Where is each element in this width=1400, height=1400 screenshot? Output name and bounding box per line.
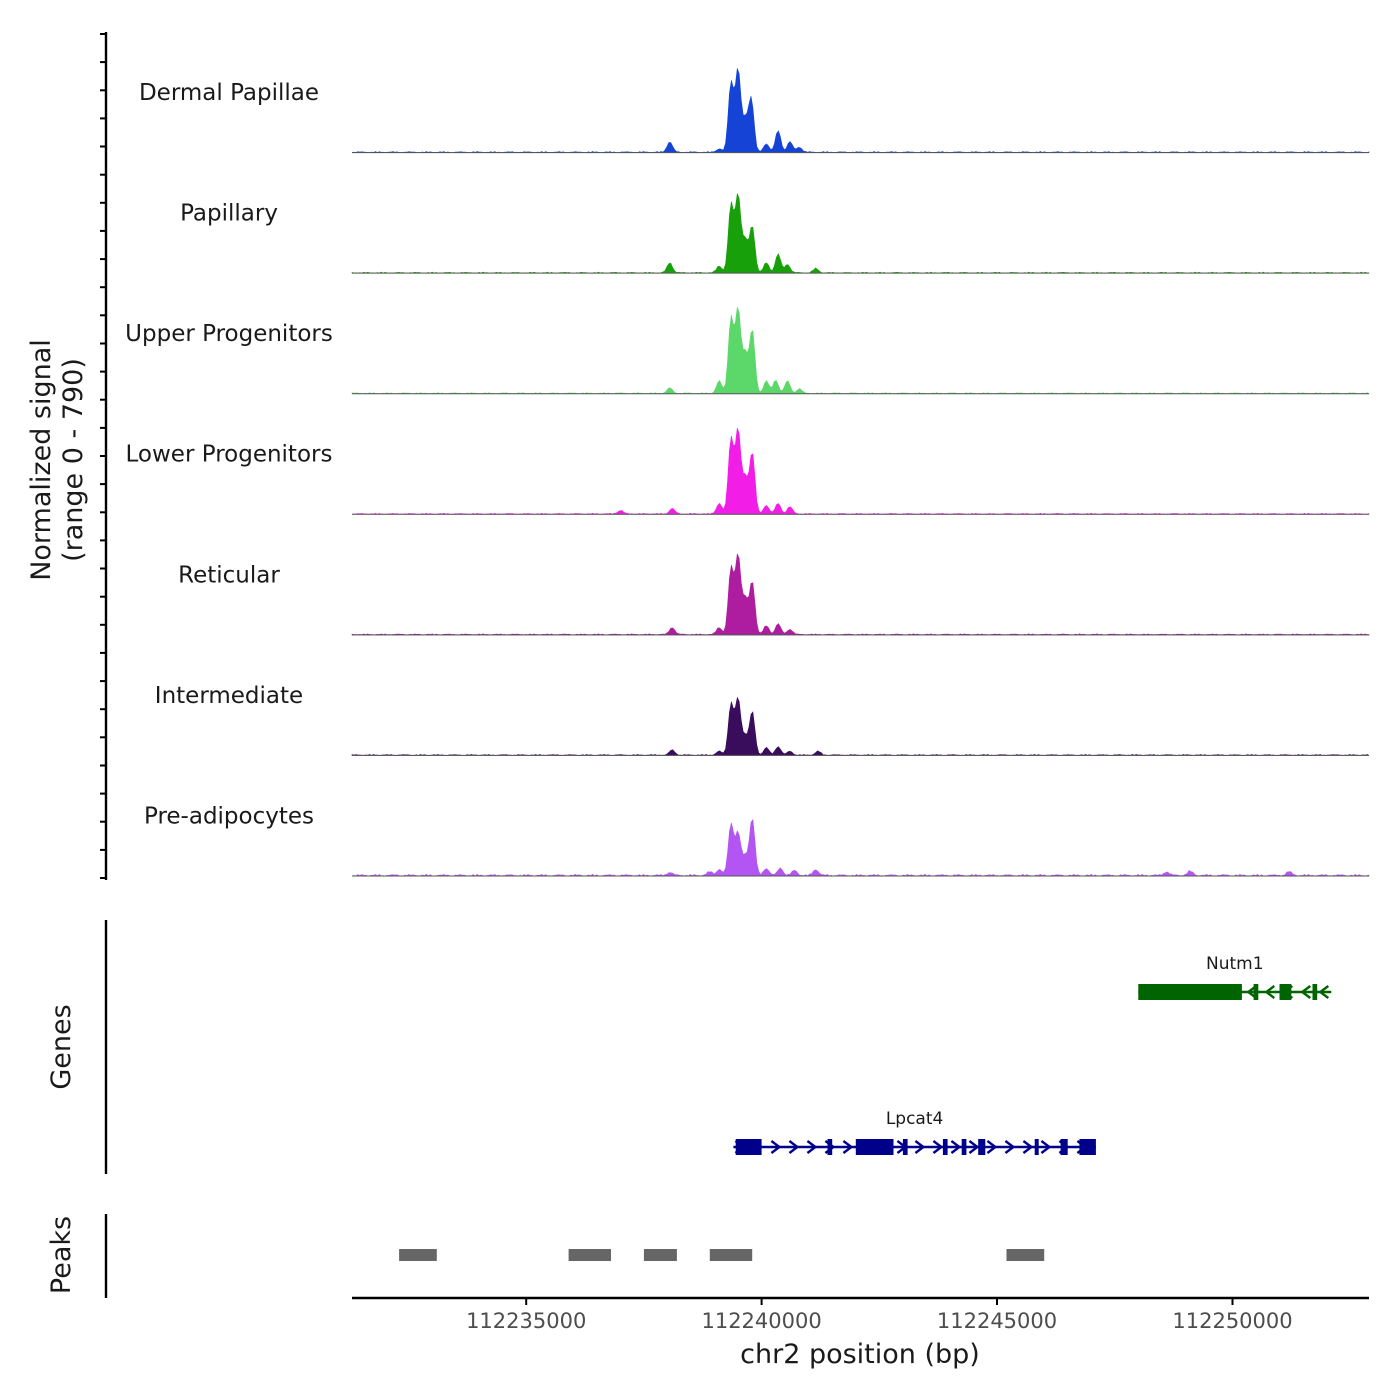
- gene-exon: [1279, 984, 1292, 1000]
- signal-tracks: Dermal Papillae Papillary Upper Progenitor…: [125, 68, 1370, 877]
- gene-exon: [1034, 1139, 1039, 1155]
- gene-annotation-track: Nutm1 Lpcat4: [733, 954, 1332, 1155]
- strand-chevron: [1022, 1140, 1034, 1154]
- signal-axis-ticks: [100, 33, 106, 879]
- y-axis-title-line2: (range 0 - 790): [58, 358, 89, 562]
- track-label: Dermal Papillae: [139, 80, 319, 106]
- track-label: Upper Progenitors: [125, 321, 333, 347]
- gene-label: Lpcat4: [886, 1109, 944, 1129]
- strand-chevron: [986, 1140, 998, 1154]
- strand-chevron: [1264, 985, 1276, 999]
- x-axis-title: chr2 position (bp): [740, 1339, 980, 1370]
- strand-chevron: [1318, 985, 1330, 999]
- strand-chevron: [950, 1140, 962, 1154]
- gene-exon: [1253, 984, 1259, 1000]
- track-dermal-papillae: Dermal Papillae: [139, 68, 1370, 154]
- track-pre-adipocytes: Pre-adipocytes: [144, 803, 1370, 877]
- gene-exon: [902, 1139, 908, 1155]
- track-signal-area: [351, 696, 1370, 756]
- gene-exon: [978, 1139, 986, 1155]
- gene-exon: [735, 1139, 762, 1155]
- track-label: Pre-adipocytes: [144, 803, 314, 829]
- strand-chevron: [914, 1140, 926, 1154]
- gene-label: Nutm1: [1206, 954, 1264, 974]
- track-intermediate: Intermediate: [155, 683, 1370, 756]
- gene-exon: [1060, 1139, 1068, 1155]
- strand-chevron: [842, 1140, 854, 1154]
- strand-chevron: [932, 1140, 944, 1154]
- track-label: Papillary: [180, 201, 278, 227]
- track-signal-area: [351, 818, 1370, 877]
- track-papillary: Papillary: [180, 193, 1370, 274]
- x-axis-tick-label: 112245000: [937, 1309, 1057, 1333]
- peak-region: [399, 1249, 437, 1261]
- x-axis-ticks: 112235000 112240000 112245000 112250000: [466, 1298, 1293, 1333]
- strand-chevron: [1040, 1140, 1052, 1154]
- y-axis-title-line1: Normalized signal: [26, 339, 57, 581]
- track-label: Lower Progenitors: [126, 442, 333, 468]
- track-upper-progenitors: Upper Progenitors: [125, 307, 1370, 395]
- peak-region: [568, 1249, 611, 1261]
- genes-axis-title: Genes: [46, 1004, 77, 1089]
- peaks-axis-title: Peaks: [46, 1216, 77, 1294]
- strand-chevron: [1300, 985, 1312, 999]
- x-axis-tick-label: 112235000: [466, 1309, 586, 1333]
- track-signal-area: [351, 68, 1370, 153]
- track-label: Intermediate: [155, 683, 303, 709]
- gene-nutm1: Nutm1: [1138, 954, 1332, 1000]
- x-axis-tick-label: 112250000: [1172, 1309, 1292, 1333]
- gene-exon: [827, 1139, 833, 1155]
- gene-lpcat4: Lpcat4: [733, 1109, 1096, 1155]
- gene-exon: [1312, 984, 1318, 1000]
- gene-exon: [961, 1139, 967, 1155]
- track-reticular: Reticular: [178, 553, 1370, 636]
- strand-chevron: [1004, 1140, 1016, 1154]
- gene-exon: [855, 1139, 894, 1155]
- strand-chevron: [968, 1140, 980, 1154]
- track-lower-progenitors: Lower Progenitors: [126, 427, 1370, 515]
- track-label: Reticular: [178, 562, 280, 588]
- peak-region: [709, 1249, 753, 1261]
- track-signal-area: [351, 193, 1370, 274]
- gene-exon: [942, 1139, 948, 1155]
- peak-region: [643, 1249, 677, 1261]
- track-signal-area: [351, 427, 1370, 515]
- strand-chevron: [806, 1140, 818, 1154]
- strand-chevron: [770, 1140, 782, 1154]
- track-signal-area: [351, 307, 1370, 395]
- strand-chevron: [788, 1140, 800, 1154]
- peak-region: [1006, 1249, 1045, 1261]
- x-axis-tick-label: 112240000: [701, 1309, 821, 1333]
- gene-exon: [1079, 1139, 1096, 1155]
- peaks-track: [399, 1249, 1045, 1261]
- track-signal-area: [351, 553, 1370, 636]
- gene-exon: [1138, 984, 1242, 1000]
